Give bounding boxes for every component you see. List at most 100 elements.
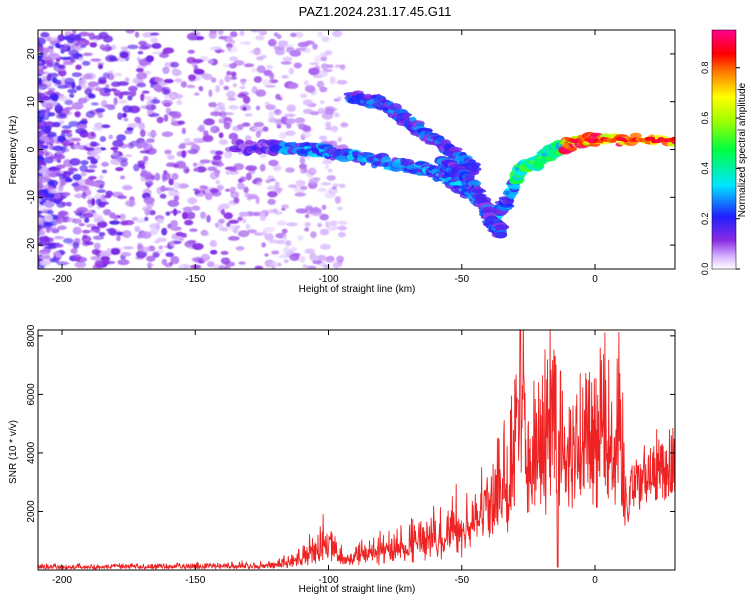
noise-blob: [216, 184, 224, 191]
noise-blob: [280, 61, 292, 65]
noise-blob: [314, 55, 322, 63]
noise-blob: [98, 175, 104, 180]
noise-blob: [278, 40, 289, 47]
noise-blob: [321, 112, 334, 120]
noise-blob: [220, 209, 225, 216]
noise-blob: [64, 77, 75, 86]
noise-blob: [210, 126, 216, 131]
noise-blob: [81, 229, 91, 234]
noise-blob: [134, 116, 141, 123]
noise-blob: [199, 185, 209, 190]
noise-blob: [127, 44, 139, 50]
noise-blob: [227, 97, 237, 101]
noise-blob: [267, 198, 276, 205]
noise-blob: [175, 231, 184, 237]
x-tick-label: 0: [592, 274, 598, 285]
noise-blob: [237, 124, 244, 130]
noise-blob: [53, 193, 62, 199]
noise-blob: [192, 243, 204, 250]
noise-blob: [165, 252, 174, 258]
colorbar-tick-label: 0.8: [700, 61, 710, 74]
noise-blob: [254, 265, 264, 269]
noise-blob: [220, 257, 231, 265]
noise-blob: [39, 255, 51, 260]
noise-blob: [305, 214, 310, 219]
noise-blob: [71, 182, 80, 187]
noise-blob: [74, 238, 81, 243]
noise-blob: [163, 78, 174, 84]
noise-blob: [140, 164, 146, 170]
noise-blob: [38, 140, 45, 146]
noise-blob: [82, 60, 91, 66]
noise-blob: [319, 86, 328, 93]
noise-blob: [38, 167, 50, 175]
noise-blob: [38, 125, 44, 130]
noise-blob: [187, 197, 198, 205]
noise-blob: [337, 220, 348, 225]
noise-blob: [273, 108, 282, 116]
noise-blob: [228, 56, 239, 61]
noise-blob: [149, 210, 156, 216]
noise-blob: [293, 62, 302, 69]
noise-blob: [55, 164, 66, 169]
noise-blob: [295, 208, 308, 214]
noise-blob: [316, 80, 325, 89]
noise-blob: [223, 85, 230, 91]
noise-blob: [47, 72, 59, 78]
noise-blob: [220, 250, 229, 255]
noise-blob: [46, 90, 55, 96]
noise-blob: [200, 253, 211, 262]
noise-blob: [42, 175, 51, 182]
noise-blob: [167, 93, 176, 100]
snr-panel: -200 -150 -100 -50 0 2000 4000 6000 8000 Height…: [8, 324, 676, 595]
noise-blob: [281, 75, 289, 79]
noise-blob: [311, 211, 323, 217]
noise-blob: [88, 32, 96, 41]
noise-blob: [40, 147, 48, 153]
noise-blob: [70, 248, 78, 255]
noise-blob: [117, 195, 127, 200]
ridge-blob: [481, 208, 497, 214]
noise-blob: [139, 150, 151, 154]
noise-blob: [204, 192, 213, 201]
noise-blob: [62, 237, 74, 244]
noise-blob: [239, 78, 247, 83]
noise-blob: [160, 185, 166, 192]
noise-blob: [39, 229, 45, 237]
noise-blob: [313, 177, 321, 181]
noise-blob: [74, 38, 80, 47]
noise-blob: [146, 99, 153, 106]
noise-blob: [223, 151, 233, 159]
noise-blob: [320, 56, 328, 62]
noise-blob: [286, 104, 297, 112]
noise-blob: [59, 56, 72, 61]
noise-blob: [206, 214, 211, 223]
noise-blob: [282, 56, 293, 62]
noise-blob: [45, 225, 52, 233]
noise-blob: [211, 161, 220, 165]
noise-blob: [156, 116, 164, 124]
noise-blob: [84, 88, 92, 96]
noise-blob: [75, 212, 83, 216]
noise-blob: [138, 122, 145, 130]
noise-blob: [113, 97, 118, 106]
noise-blob: [214, 150, 224, 156]
ridge-blob: [509, 185, 521, 190]
y-tick-label: 20: [26, 48, 37, 60]
noise-blob: [184, 137, 191, 144]
noise-blob: [228, 105, 239, 110]
noise-blob: [227, 236, 240, 241]
noise-blob: [178, 263, 191, 269]
noise-blob: [246, 41, 251, 46]
noise-blob: [186, 84, 196, 89]
noise-blob: [249, 49, 261, 55]
noise-blob: [225, 170, 231, 175]
noise-blob: [93, 218, 105, 223]
noise-blob: [39, 71, 50, 75]
figure-title: PAZ1.2024.231.17.45.G11: [299, 4, 452, 19]
noise-blob: [115, 167, 124, 172]
noise-blob: [139, 141, 149, 149]
noise-blob: [136, 72, 148, 80]
noise-blob: [109, 230, 118, 236]
noise-blob: [299, 163, 307, 170]
